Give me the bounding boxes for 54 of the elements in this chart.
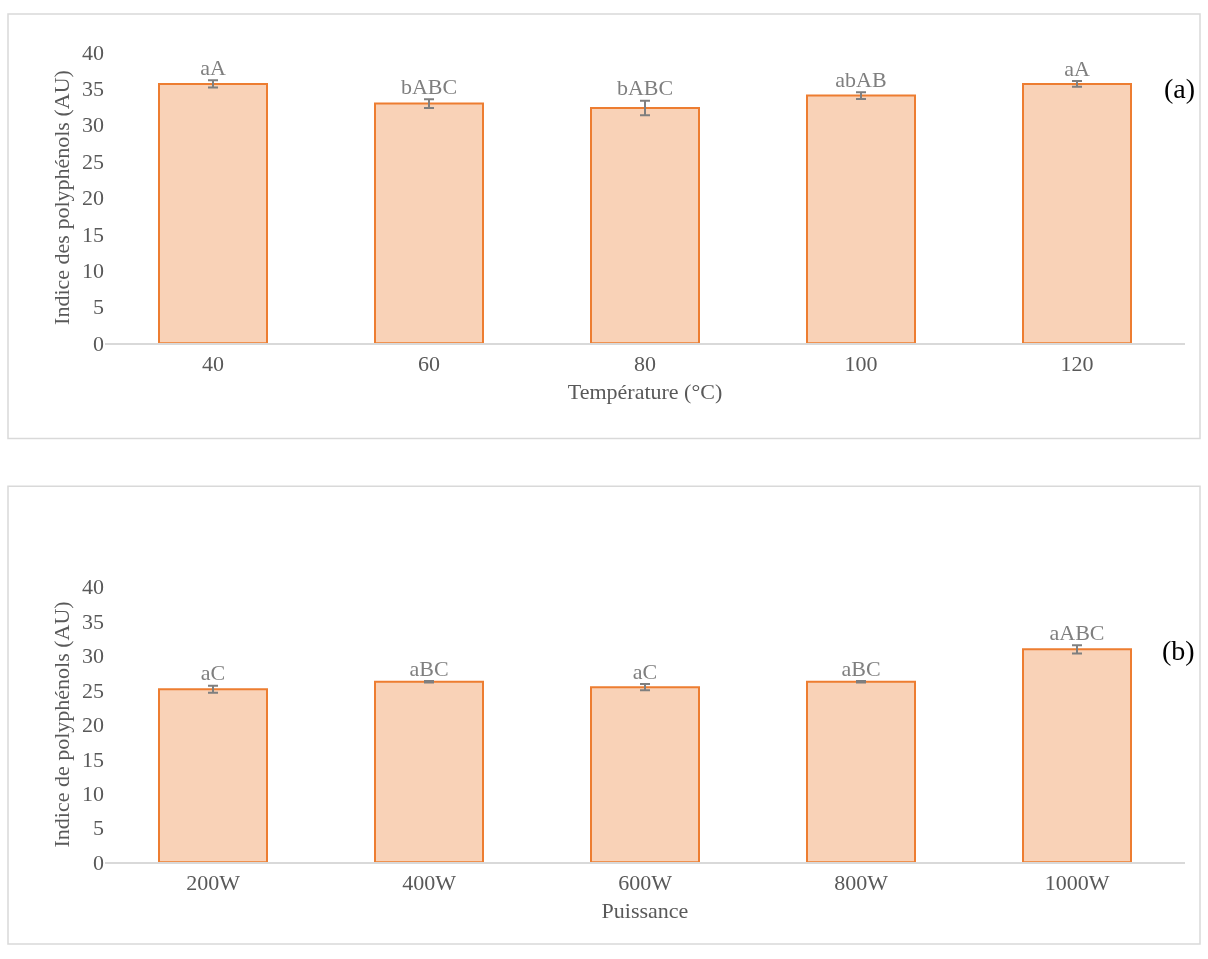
y-axis-title: Indice de polyphénols (AU) xyxy=(48,601,74,848)
data-label: aC xyxy=(200,660,226,686)
x-tick-label: 120 xyxy=(1060,351,1094,377)
y-tick-label: 0 xyxy=(93,849,104,875)
y-tick-label: 40 xyxy=(82,39,104,65)
data-label: bABC xyxy=(616,75,674,101)
data-label: aBC xyxy=(841,655,881,681)
y-tick-label: 25 xyxy=(82,677,104,703)
x-tick-label: 80 xyxy=(634,351,656,377)
annotation: (a) xyxy=(1164,73,1196,104)
y-tick-label: 5 xyxy=(93,815,104,841)
bar xyxy=(374,680,484,863)
data-label: aA xyxy=(200,54,226,80)
bar xyxy=(1022,82,1132,344)
x-axis-title: Température (°C) xyxy=(567,378,723,404)
bar xyxy=(590,106,700,344)
y-tick-label: 10 xyxy=(82,781,104,807)
bar xyxy=(158,688,268,863)
bar xyxy=(590,686,700,863)
y-tick-label: 35 xyxy=(82,76,104,102)
y-tick-label: 5 xyxy=(93,294,104,320)
data-label: abAB xyxy=(835,66,887,92)
y-tick-label: 20 xyxy=(82,712,104,738)
x-tick-label: 1000W xyxy=(1044,870,1110,896)
x-tick-label: 200W xyxy=(186,870,241,896)
y-tick-label: 10 xyxy=(82,258,104,284)
x-tick-label: 100 xyxy=(844,351,878,377)
y-axis-title: Indice des polyphénols (AU) xyxy=(48,70,74,325)
y-tick-label: 25 xyxy=(82,148,104,174)
x-tick-label: 600W xyxy=(618,870,673,896)
y-tick-label: 35 xyxy=(82,608,104,634)
data-label: aBC xyxy=(409,655,449,681)
x-tick-label: 800W xyxy=(834,870,889,896)
y-tick-label: 15 xyxy=(82,221,104,247)
bar xyxy=(374,102,484,344)
annotation: (b) xyxy=(1162,635,1195,666)
x-tick-label: 60 xyxy=(418,351,440,377)
y-tick-label: 20 xyxy=(82,185,104,211)
x-axis-title: Puissance xyxy=(601,897,689,923)
data-label: aA xyxy=(1064,55,1090,81)
y-tick-label: 30 xyxy=(82,112,104,138)
bar xyxy=(806,680,916,863)
x-tick-label: 40 xyxy=(202,351,224,377)
data-label: aABC xyxy=(1049,619,1105,645)
y-tick-label: 30 xyxy=(82,643,104,669)
x-tick-label: 400W xyxy=(402,870,457,896)
y-tick-label: 0 xyxy=(93,330,104,356)
data-label: aC xyxy=(632,658,658,684)
y-tick-label: 40 xyxy=(82,574,104,600)
y-tick-label: 15 xyxy=(82,746,104,772)
data-label: bABC xyxy=(400,73,458,99)
bar xyxy=(806,94,916,344)
bar xyxy=(1022,648,1132,863)
bar xyxy=(158,82,268,344)
